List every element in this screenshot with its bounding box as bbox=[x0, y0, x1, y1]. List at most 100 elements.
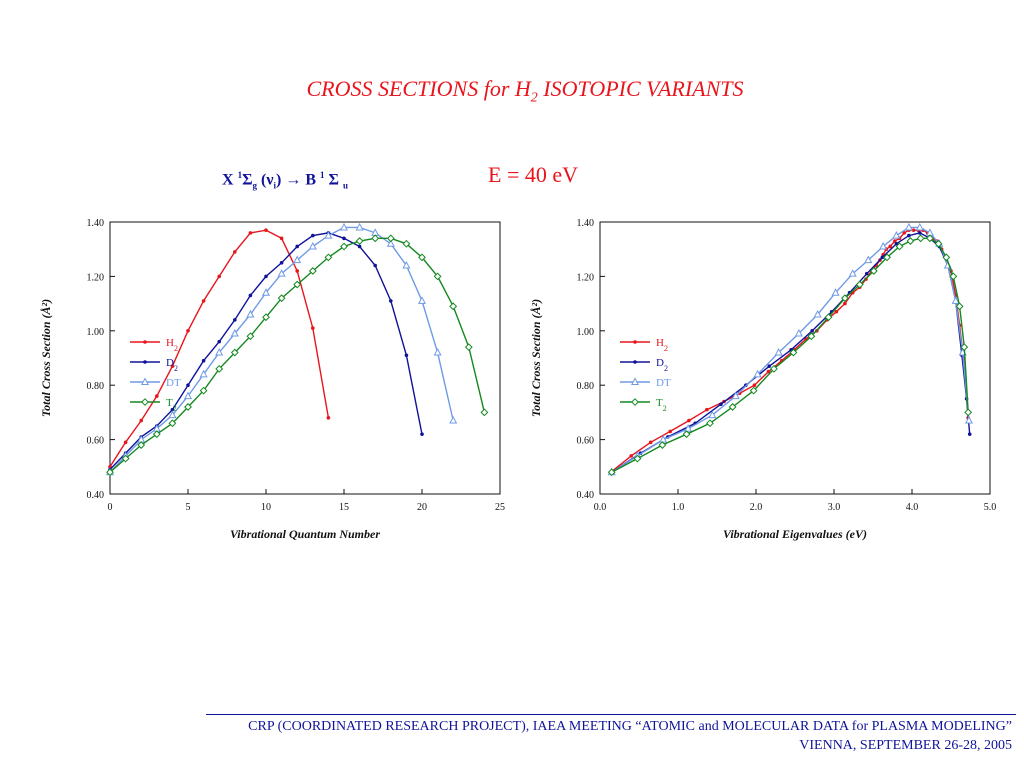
data-point-t2 bbox=[262, 313, 270, 322]
data-point-t2 bbox=[293, 280, 302, 289]
data-point-t2 bbox=[402, 239, 411, 248]
data-point-t2 bbox=[152, 430, 161, 439]
data-point-h2 bbox=[834, 309, 839, 314]
data-point-dt bbox=[848, 269, 857, 277]
data-point-d2 bbox=[342, 236, 346, 241]
y-tick-label: 0.40 bbox=[87, 490, 105, 501]
y-tick-label: 0.60 bbox=[577, 436, 595, 447]
y-tick-label: 0.80 bbox=[87, 381, 105, 392]
legend-marker-t2 bbox=[141, 398, 149, 406]
data-point-t2 bbox=[184, 403, 192, 411]
x-tick-label: 20 bbox=[417, 502, 427, 513]
data-point-h2 bbox=[911, 228, 916, 232]
data-point-d2 bbox=[894, 241, 899, 246]
footer-divider bbox=[206, 714, 1016, 715]
data-point-t2 bbox=[807, 332, 816, 341]
data-point-h2 bbox=[648, 440, 653, 445]
data-point-t2 bbox=[949, 272, 958, 281]
legend-label-dt: DT bbox=[166, 377, 181, 389]
data-point-t2 bbox=[199, 386, 208, 395]
data-point-dt bbox=[339, 222, 349, 231]
data-point-t2 bbox=[926, 234, 934, 243]
legend-label-d2: D2 bbox=[656, 357, 668, 373]
data-point-h2 bbox=[629, 454, 633, 458]
data-point-t2 bbox=[895, 242, 904, 251]
data-point-dt bbox=[813, 309, 822, 318]
data-point-d2 bbox=[373, 263, 378, 268]
data-point-t2 bbox=[371, 234, 380, 243]
data-point-h2 bbox=[902, 231, 906, 235]
x-tick-label: 5.0 bbox=[984, 502, 997, 513]
plot-frame bbox=[109, 221, 501, 495]
data-point-d2 bbox=[967, 432, 972, 436]
data-point-t2 bbox=[964, 408, 973, 417]
data-point-d2 bbox=[311, 233, 315, 238]
data-point-d2 bbox=[201, 358, 206, 363]
y-tick-label: 0.60 bbox=[87, 436, 105, 447]
data-point-dt bbox=[277, 269, 286, 277]
data-point-d2 bbox=[389, 299, 393, 303]
data-point-d2 bbox=[357, 244, 362, 249]
data-point-dt bbox=[386, 239, 395, 247]
data-point-d2 bbox=[767, 364, 772, 368]
data-point-t2 bbox=[418, 253, 426, 262]
x-tick-label: 25 bbox=[495, 502, 505, 513]
data-point-h2 bbox=[123, 440, 128, 445]
footer-meeting: CRP (COORDINATED RESEARCH PROJECT), IAEA… bbox=[248, 719, 1012, 734]
data-point-d2 bbox=[295, 244, 300, 249]
data-point-t2 bbox=[855, 280, 864, 289]
data-point-dt bbox=[904, 222, 913, 231]
data-point-d2 bbox=[864, 271, 869, 276]
data-point-dt bbox=[864, 255, 873, 264]
y-tick-label: 1.20 bbox=[87, 272, 105, 283]
data-point-h2 bbox=[233, 250, 237, 254]
y-tick-label: 1.40 bbox=[87, 218, 105, 229]
legend-label-t2: T2 bbox=[656, 397, 667, 413]
data-point-dt bbox=[879, 241, 888, 250]
data-point-t2 bbox=[728, 403, 737, 411]
data-point-dt bbox=[324, 231, 333, 239]
data-point-t2 bbox=[308, 267, 317, 275]
data-point-t2 bbox=[340, 242, 348, 251]
data-point-h2 bbox=[705, 407, 709, 412]
x-tick-label: 10 bbox=[261, 502, 271, 513]
data-point-d2 bbox=[186, 383, 190, 387]
data-point-h2 bbox=[279, 236, 284, 241]
data-point-t2 bbox=[121, 454, 130, 463]
energy-label: E = 40 eV bbox=[488, 162, 578, 187]
data-point-dt bbox=[449, 415, 458, 424]
data-point-dt bbox=[215, 347, 224, 356]
data-point-t2 bbox=[386, 234, 395, 243]
data-point-d2 bbox=[880, 255, 885, 260]
data-point-d2 bbox=[918, 231, 922, 235]
data-point-dt bbox=[794, 328, 803, 337]
data-point-t2 bbox=[706, 419, 714, 428]
data-point-dt bbox=[915, 222, 924, 231]
x-tick-label: 0.0 bbox=[594, 502, 607, 513]
x-axis-label: Vibrational Eigenvalues (eV) bbox=[723, 527, 867, 541]
transition-label: X 1Σg (νi) → B 1 Σ u bbox=[222, 170, 349, 191]
data-point-t2 bbox=[906, 237, 915, 245]
data-point-dt bbox=[246, 309, 255, 318]
data-point-dt bbox=[402, 260, 411, 269]
data-point-h2 bbox=[295, 269, 300, 273]
y-tick-label: 1.00 bbox=[87, 327, 105, 338]
data-point-t2 bbox=[770, 364, 778, 373]
data-point-h2 bbox=[217, 274, 221, 279]
y-tick-label: 1.00 bbox=[577, 327, 595, 338]
data-point-t2 bbox=[682, 430, 691, 439]
y-tick-label: 1.20 bbox=[577, 272, 595, 283]
data-point-dt bbox=[293, 255, 302, 264]
data-point-dt bbox=[774, 347, 783, 356]
data-point-dt bbox=[951, 296, 960, 304]
y-axis-label: Total Cross Section (Å²) bbox=[529, 299, 543, 417]
data-point-t2 bbox=[960, 343, 969, 352]
x-tick-label: 15 bbox=[339, 502, 349, 513]
data-point-t2 bbox=[869, 267, 878, 275]
data-point-dt bbox=[308, 241, 317, 250]
legend-label-h2: H2 bbox=[166, 337, 178, 353]
data-point-dt bbox=[753, 369, 762, 378]
data-point-h2 bbox=[155, 394, 159, 398]
data-point-t2 bbox=[433, 272, 442, 281]
data-point-d2 bbox=[420, 432, 424, 436]
